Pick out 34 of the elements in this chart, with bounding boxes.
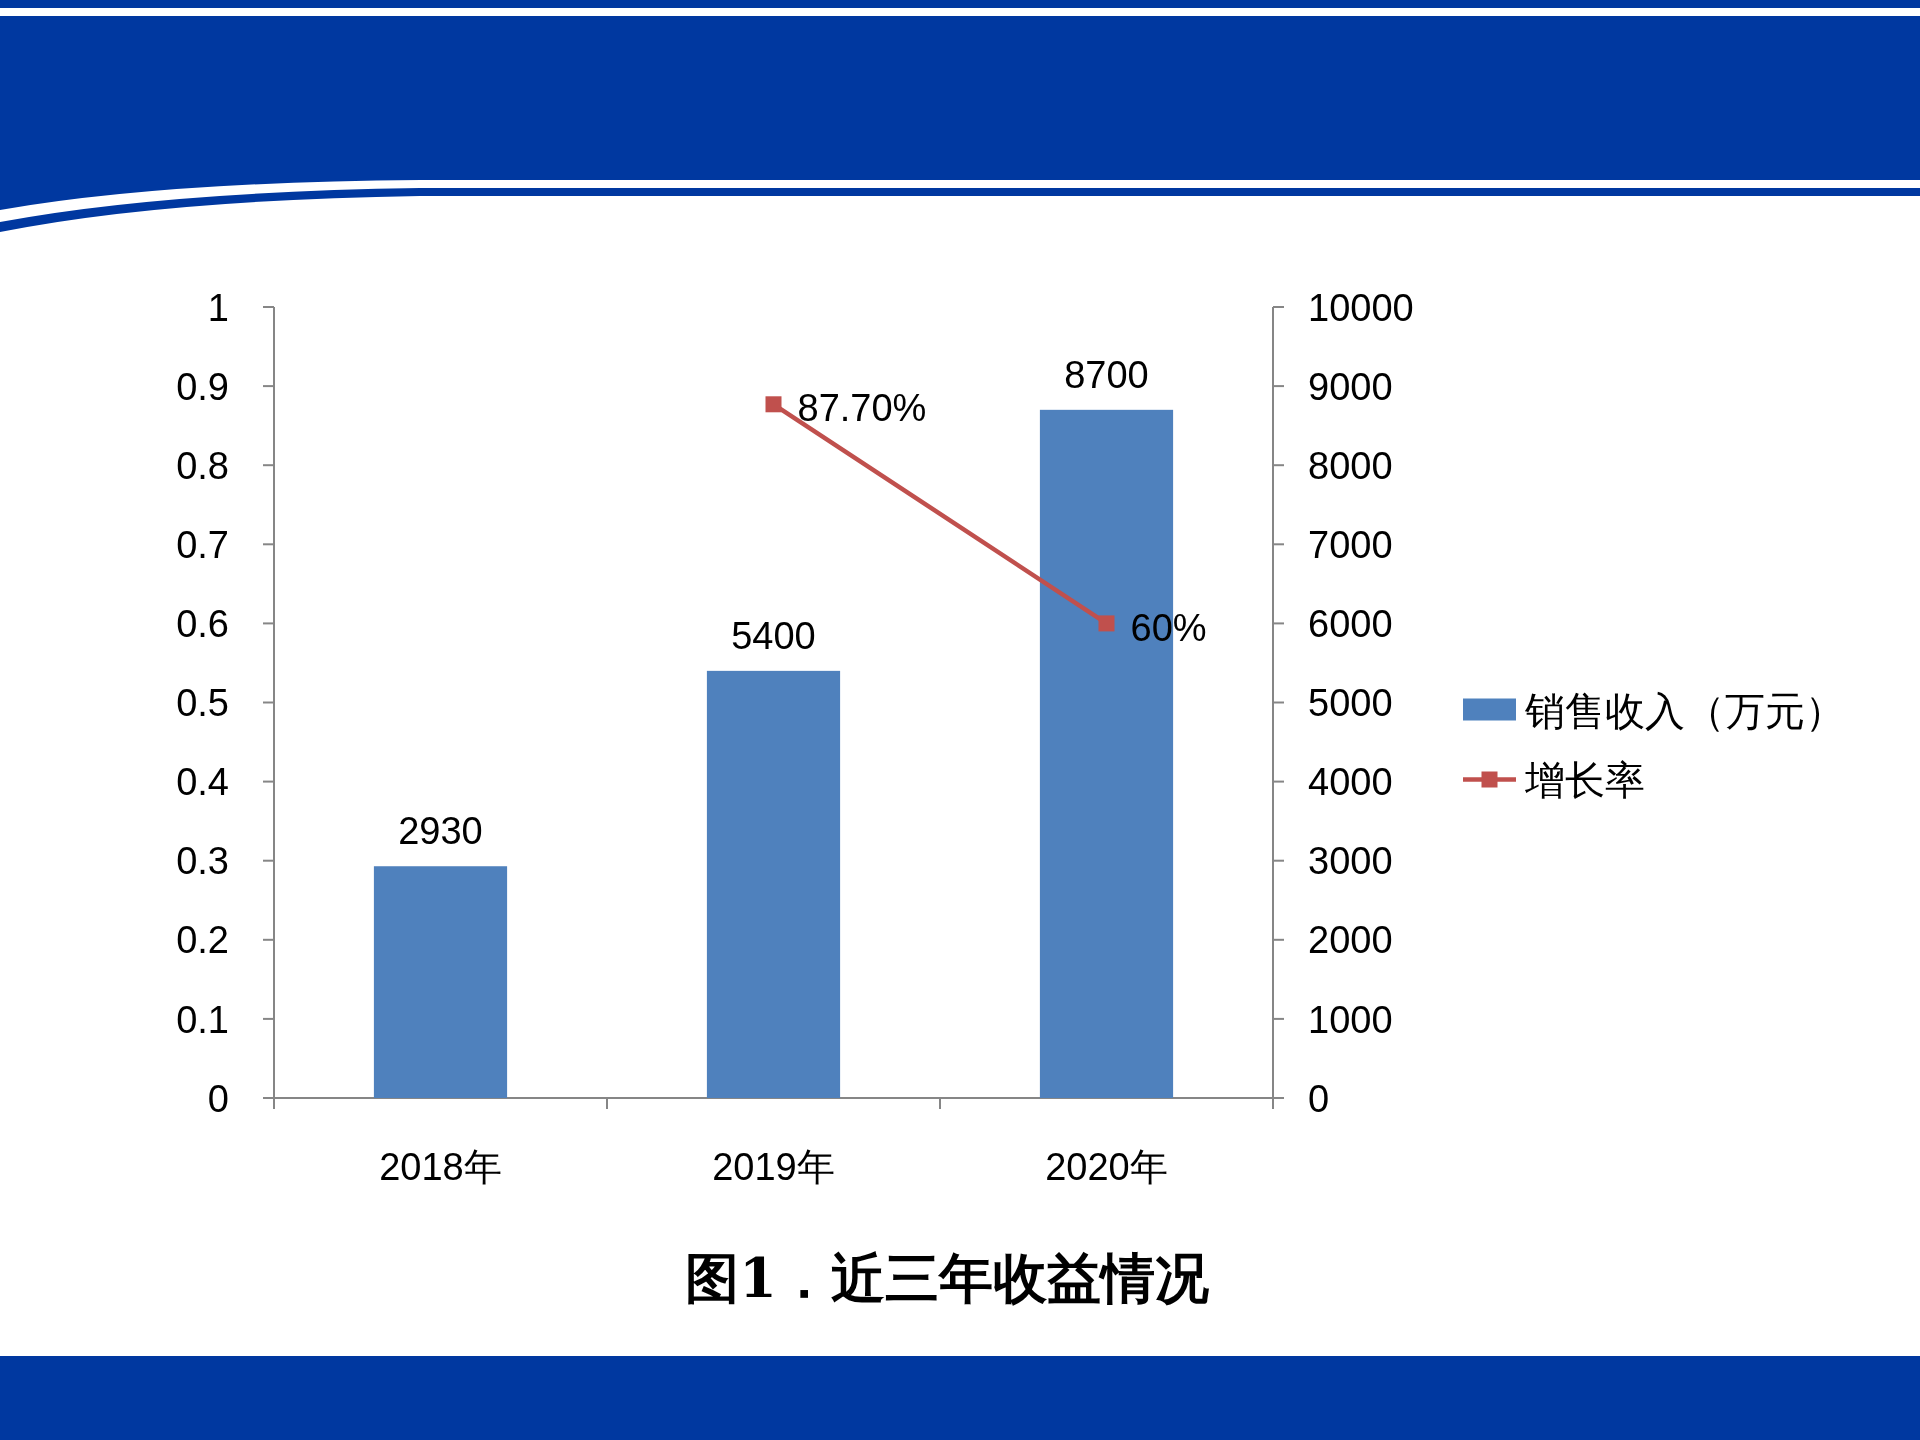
y-tick-label: 0.1: [176, 998, 229, 1041]
y-tick-label: 0.4: [176, 761, 229, 804]
y-tick-label: 0.2: [176, 919, 229, 962]
y2-tick-label: 0: [1308, 1077, 1330, 1120]
y-tick-label: 0.7: [176, 523, 229, 566]
y-tick-label: 0.5: [176, 682, 229, 725]
y-tick-label: 0.6: [176, 603, 229, 646]
x-tick-label: 2018年: [379, 1146, 502, 1188]
y2-tick-label: 10000: [1308, 286, 1414, 329]
data-label: 87.70%: [797, 387, 927, 430]
y2-tick-label: 4000: [1308, 761, 1393, 804]
bar: [373, 866, 508, 1098]
data-label: 5400: [731, 614, 816, 657]
legend-label: 销售收入（万元）: [1524, 688, 1845, 733]
x-tick-label: 2019年: [712, 1146, 835, 1188]
caption: 图1．近三年收益情况: [685, 1246, 1209, 1310]
y-tick-label: 0.9: [176, 365, 229, 408]
y2-tick-label: 5000: [1308, 682, 1393, 725]
y2-tick-label: 8000: [1308, 444, 1393, 487]
y-tick-label: 0: [207, 1077, 229, 1120]
y2-tick-label: 3000: [1308, 840, 1393, 883]
x-tick-label: 2020年: [1045, 1146, 1168, 1188]
bar: [706, 670, 841, 1098]
y2-tick-label: 1000: [1308, 998, 1393, 1041]
y2-tick-label: 9000: [1308, 365, 1393, 408]
y2-tick-label: 2000: [1308, 919, 1393, 962]
data-label: 2930: [398, 810, 483, 853]
y2-tick-label: 6000: [1308, 603, 1393, 646]
legend-label: 增长率: [1524, 757, 1645, 802]
y2-tick-label: 7000: [1308, 523, 1393, 566]
data-label: 8700: [1064, 353, 1149, 396]
y-tick-label: 0.8: [176, 444, 229, 487]
y-tick-label: 0.3: [176, 840, 229, 883]
y-tick-label: 1: [207, 286, 229, 329]
